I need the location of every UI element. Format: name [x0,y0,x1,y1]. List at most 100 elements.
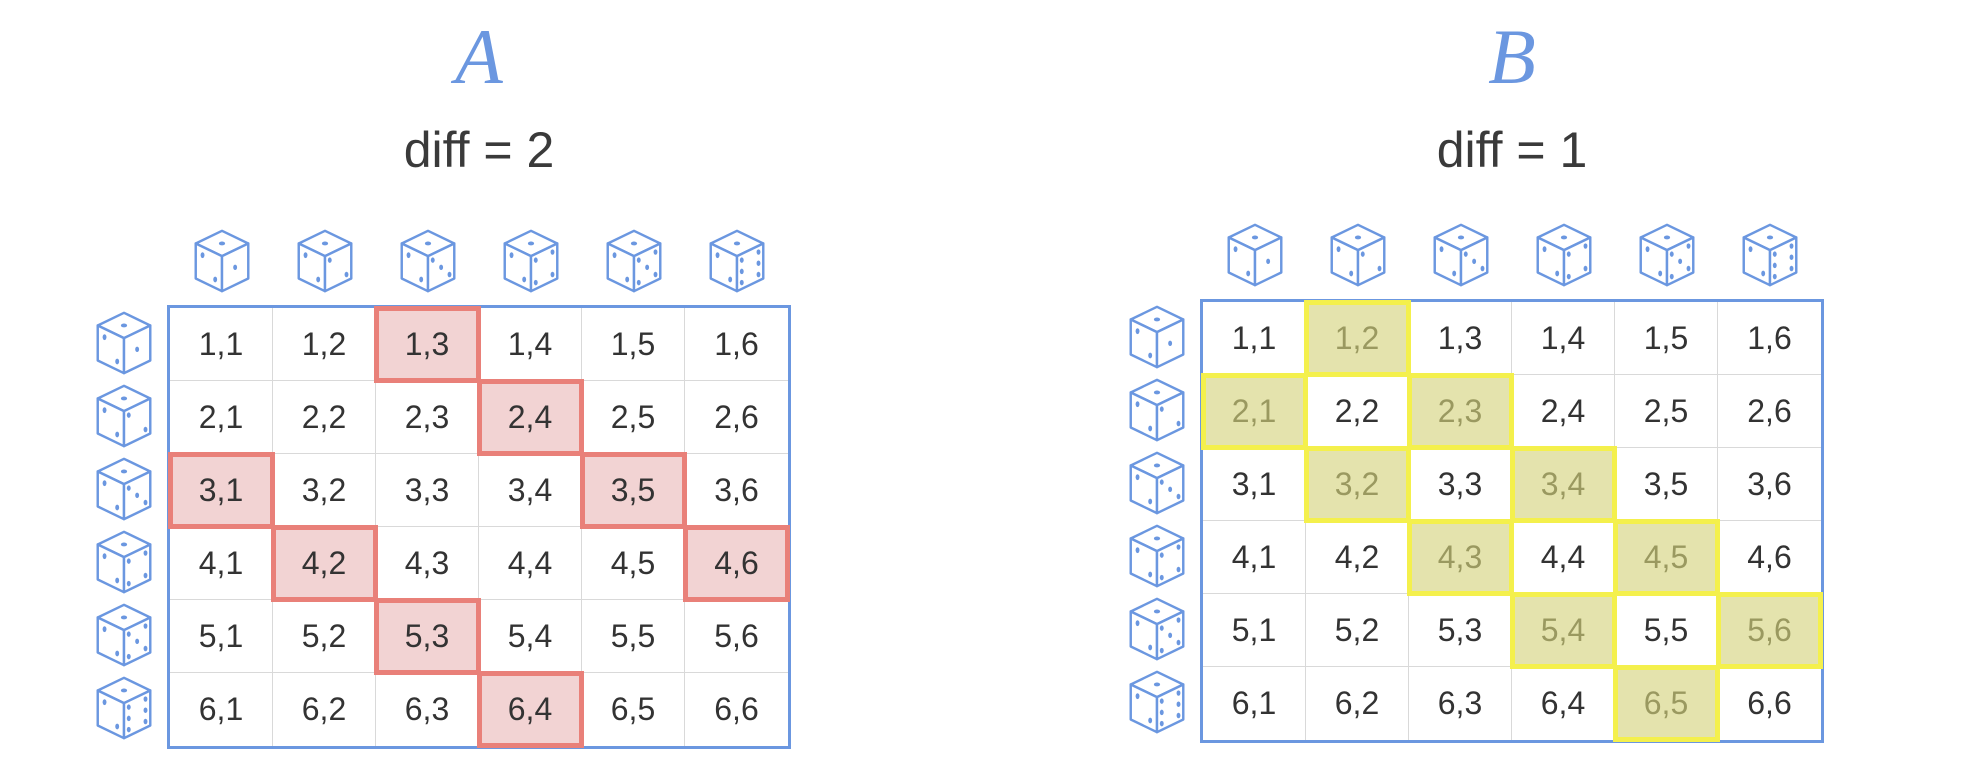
grid-cell: 6,4 [1512,667,1615,740]
grid-cell: 6,3 [376,673,479,746]
grid-cell: 3,1 [1203,448,1306,521]
grid-cell: 6,6 [714,691,759,727]
grid-cell: 3,4 [479,454,582,527]
grid-cell: 6,5 [1613,665,1720,742]
grid-cell: 1,2 [273,308,376,381]
die-icon [91,526,157,598]
grid-cell: 5,3 [1409,594,1512,667]
grid-cell: 3,1 [168,452,275,529]
die-icon [1325,219,1391,291]
die-icon [1428,219,1494,291]
grid-cell: 5,5 [582,600,685,673]
grid-cell: 2,1 [170,381,273,454]
grid-cell: 3,6 [1718,448,1821,521]
grid-cell: 5,4 [479,600,582,673]
grid-cell: 4,6 [683,525,790,602]
die-icon [395,225,461,297]
grid-cell: 2,5 [1615,375,1718,448]
die-icon [1124,520,1190,592]
grid-cell: 4,5 [582,527,685,600]
grid-cell: 4,4 [1512,521,1615,594]
grid-cell: 1,3 [374,306,481,383]
grid-cell: 3,2 [273,454,376,527]
die-icon [498,225,564,297]
outcome-grid: 1,1 1,2 1,3 1,4 1,5 1,6 2,1 2,2 2,3 2,4 2,5 2,6 3,1 3… [1200,299,1824,743]
grid-cell: 6,1 [1203,667,1306,740]
grid-cell: 6,1 [170,673,273,746]
grid-cell: 3,5 [580,452,687,529]
grid-cell: 1,6 [685,308,788,381]
grid-cell: 6,5 [582,673,685,746]
grid-cell: 3,3 [376,454,479,527]
grid-cell: 3,2 [1304,446,1411,523]
grid-cell: 3,4 [1510,446,1617,523]
grid-cell: 6,2 [273,673,376,746]
grid-cell: 4,2 [271,525,378,602]
grid-cell: 4,3 [1407,519,1514,596]
grid-cell: 5,6 [685,600,788,673]
die-icon [1634,219,1700,291]
grid-cell: 5,6 [1716,592,1823,669]
grid-cell: 1,5 [582,308,685,381]
grid-cell: 2,4 [1512,375,1615,448]
grid-cell: 2,3 [1407,373,1514,450]
grid-cell: 6,2 [1306,667,1409,740]
grid-cell: 5,2 [1306,594,1409,667]
grid-cell: 6,4 [477,671,584,748]
die-icon [91,453,157,525]
panel-b: B diff = 1 1,1 1,2 1,3 1,4 1,5 1,6 2,1 2,2 2,3 2,… [990,0,1978,782]
grid-cell: 4,4 [479,527,582,600]
die-icon [1124,301,1190,373]
grid-cell: 4,6 [1718,521,1821,594]
grid-cell: 1,4 [1512,302,1615,375]
diff-label: diff = 2 [403,122,555,178]
grid-cell: 4,1 [170,527,273,600]
grid-cell: 1,4 [479,308,582,381]
grid-cell: 1,3 [1409,302,1512,375]
die-icon [1737,219,1803,291]
grid-cell: 4,3 [376,527,479,600]
panel-a: A diff = 2 1,1 1,2 1,3 1,4 1,5 1,6 2,1 2,2 2,3 2,… [91,13,791,749]
grid-cell: 1,1 [1203,302,1306,375]
grid-cell: 4,2 [1306,521,1409,594]
grid-cell: 4,1 [1203,521,1306,594]
grid-cell: 5,3 [374,598,481,675]
grid-cell: 3,5 [1615,448,1718,521]
grid-cell: 2,6 [1718,375,1821,448]
grid-cell: 1,1 [170,308,273,381]
grid-cell: 6,3 [1409,667,1512,740]
grid-cell: 3,3 [1409,448,1512,521]
die-icon [1124,666,1190,738]
panel-letter: A [455,13,503,100]
grid-cell: 5,5 [1615,594,1718,667]
grid-cell: 2,2 [1306,375,1409,448]
die-icon [1222,219,1288,291]
die-icon [91,672,157,744]
die-icon [704,225,770,297]
die-icon [1124,374,1190,446]
die-icon [189,225,255,297]
die-icon [292,225,358,297]
die-icon [601,225,667,297]
grid-cell: 6,6 [1747,685,1792,721]
die-icon [91,307,157,379]
grid-cell: 2,5 [582,381,685,454]
grid-cell: 2,2 [273,381,376,454]
grid-cell: 4,5 [1613,519,1720,596]
grid-cell: 3,6 [685,454,788,527]
die-icon [1124,447,1190,519]
outcome-grid: 1,1 1,2 1,3 1,4 1,5 1,6 2,1 2,2 2,3 2,4 2,5 2,6 3,1 3… [167,305,791,749]
grid-cell: 2,3 [376,381,479,454]
grid-cell: 1,5 [1615,302,1718,375]
grid-cell: 1,2 [1304,300,1411,377]
grid-cell: 1,6 [1718,302,1821,375]
grid-cell: 5,2 [273,600,376,673]
panel-letter: B [1488,13,1536,100]
grid-cell: 5,1 [1203,594,1306,667]
diff-label: diff = 1 [1436,122,1588,178]
grid-cell: 2,6 [685,381,788,454]
grid-cell: 5,4 [1510,592,1617,669]
grid-cell: 2,1 [1201,373,1308,450]
grid-cell: 5,1 [170,600,273,673]
grid-cell: 2,4 [477,379,584,456]
